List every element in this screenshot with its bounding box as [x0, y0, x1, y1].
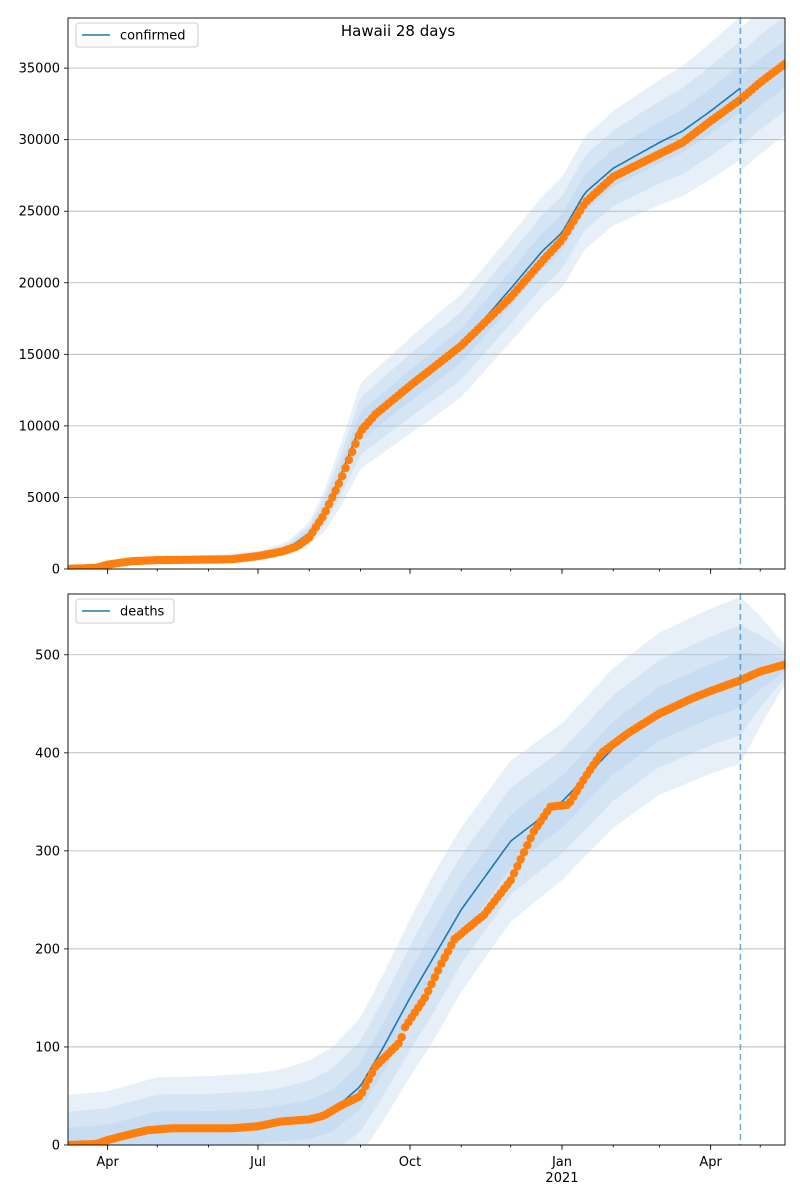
legend-label: confirmed — [120, 29, 186, 44]
legend-box — [75, 22, 199, 48]
deaths-observed-point — [516, 855, 525, 864]
x-tick-label: Apr — [96, 1155, 119, 1170]
legend: confirmed — [75, 22, 199, 48]
deaths-observed-point — [430, 973, 439, 982]
uncertainty-band-3 — [68, 40, 785, 569]
y-tick-label: 500 — [35, 648, 60, 663]
deaths-observed-point — [506, 876, 515, 885]
uncertainty-band-1 — [68, 18, 785, 569]
deaths-observed-point — [394, 1039, 403, 1048]
confirmed-observed-point — [344, 455, 354, 465]
y-tick-label: 300 — [35, 844, 60, 859]
deaths-observed-point — [513, 862, 522, 871]
deaths-observed-point — [509, 869, 519, 878]
deaths-observed-point — [424, 986, 433, 996]
uncertainty-band-1 — [68, 597, 785, 1145]
deaths-observed-point — [523, 841, 532, 850]
confirmed-observed-point — [348, 447, 357, 457]
axes-frame — [67, 17, 786, 570]
plot-area — [68, 18, 785, 569]
y-tick-label: 35000 — [19, 62, 60, 77]
y-tick-label: 0 — [52, 1139, 60, 1154]
deaths-observed-point — [367, 1068, 377, 1078]
uncertainty-band-3 — [68, 652, 785, 1145]
x-tick-label: Apr — [699, 1155, 722, 1170]
x-tick-year-label: 2021 — [545, 1171, 578, 1186]
deaths-observed-point — [443, 947, 453, 956]
confirmed-observed-point — [324, 500, 334, 509]
deaths-observed-point — [780, 660, 785, 669]
plot-area — [68, 597, 785, 1145]
y-tick-label: 30000 — [19, 133, 60, 148]
uncertainty-band-2 — [68, 18, 785, 569]
confirmed-observed-point — [331, 486, 340, 495]
deaths-observed-point — [526, 834, 535, 843]
deaths-observed-point — [427, 980, 436, 989]
confirmed-observed-point — [338, 472, 347, 481]
y-tick-label: 0 — [52, 563, 60, 578]
y-tick-label: 400 — [35, 746, 60, 761]
deaths-observed-point — [433, 966, 443, 975]
confirmed-observed-point — [780, 59, 785, 68]
confirmed-observed-point — [334, 479, 344, 488]
legend-box — [75, 598, 175, 624]
confirmed-observed-point — [341, 463, 350, 473]
deaths-observed-point — [357, 1088, 367, 1097]
chart-title: Hawaii 28 days — [341, 22, 455, 40]
legend: deaths — [75, 598, 175, 624]
y-tick-label: 20000 — [19, 276, 60, 291]
y-tick-label: 15000 — [19, 348, 60, 363]
deaths-observed-point — [364, 1075, 373, 1084]
x-tick-label: Oct — [399, 1155, 421, 1170]
y-tick-label: 5000 — [27, 491, 60, 506]
y-tick-label: 100 — [35, 1040, 60, 1055]
x-tick-label: Jul — [249, 1155, 266, 1170]
legend-label: deaths — [120, 605, 165, 620]
confirmed-axes: 0 5000 10000 15000 20000 25000 30000 35000 confi… — [19, 17, 786, 578]
y-tick-label: 10000 — [19, 419, 60, 434]
confirmed-observed-point — [351, 439, 360, 448]
confirmed-observed-point — [321, 507, 330, 516]
axes-frame — [67, 593, 786, 1146]
deaths-observed-point — [519, 848, 529, 857]
deaths-observed-point — [420, 993, 429, 1003]
deaths-observed-point — [397, 1033, 406, 1042]
deaths-observed-point — [361, 1082, 370, 1091]
confirmed-observed-point — [328, 493, 337, 502]
x-tick-label: Jan — [551, 1155, 572, 1170]
y-tick-label: 200 — [35, 942, 60, 957]
y-tick-label: 25000 — [19, 205, 60, 220]
